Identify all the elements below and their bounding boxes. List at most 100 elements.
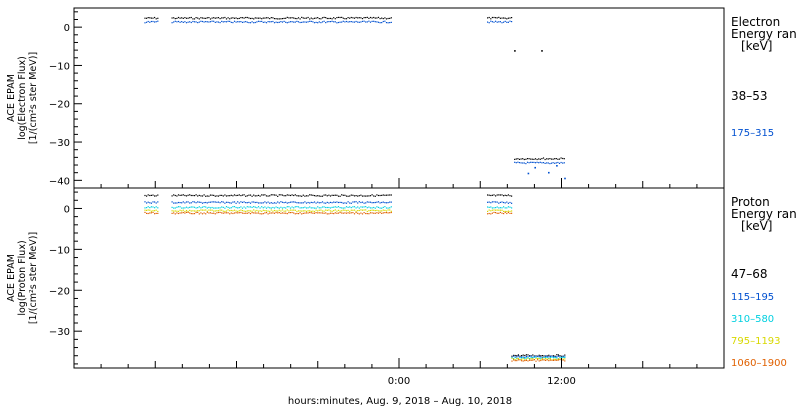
proton-data-point (217, 211, 220, 214)
proton-data-point (543, 355, 545, 357)
proton-data-point (377, 210, 380, 212)
proton-data-point (147, 201, 149, 203)
proton-data-point (146, 209, 148, 211)
proton-data-point (331, 210, 333, 212)
electron-data-point (522, 162, 524, 164)
electron-data-point (504, 20, 506, 22)
electron-data-point (190, 16, 192, 19)
proton-data-point (257, 210, 260, 212)
electron-data-point (285, 21, 287, 23)
electron-data-point (182, 21, 184, 23)
electron-data-point (221, 20, 223, 22)
proton-data-point (529, 359, 531, 361)
proton-data-point (281, 194, 284, 196)
proton-data-point (233, 194, 236, 196)
proton-data-point (187, 201, 189, 203)
proton-data-point (382, 206, 384, 208)
proton-data-point (269, 202, 271, 204)
proton-data-point (262, 213, 264, 215)
proton-data-point (495, 212, 497, 214)
proton-y-tick-label: 0 (64, 204, 70, 215)
electron-data-point (382, 20, 384, 23)
electron-data-point (536, 158, 538, 161)
proton-data-point (353, 195, 356, 197)
proton-data-point (352, 212, 354, 214)
proton-data-point (307, 195, 309, 197)
electron-data-point (368, 20, 370, 22)
electron-y-tick-label: −40 (49, 176, 70, 187)
proton-data-point (496, 212, 498, 214)
proton-data-point (312, 202, 314, 204)
proton-data-point (214, 195, 216, 197)
proton-data-point (309, 206, 311, 208)
proton-data-point (253, 212, 255, 214)
electron-data-point (562, 162, 564, 164)
electron-data-point (173, 21, 175, 23)
proton-data-point (222, 201, 224, 203)
proton-data-point (545, 359, 547, 361)
electron-data-point (542, 157, 545, 159)
proton-data-point (293, 207, 295, 209)
proton-data-point (369, 209, 372, 212)
proton-data-point (352, 209, 354, 211)
electron-data-point (214, 21, 216, 23)
proton-data-point (240, 211, 242, 214)
proton-data-point (373, 209, 375, 211)
proton-data-point (387, 212, 389, 214)
electron-data-point (259, 20, 261, 23)
proton-data-point (262, 194, 264, 196)
proton-data-point (498, 209, 500, 211)
proton-data-point (154, 207, 156, 209)
proton-data-point (321, 210, 324, 212)
proton-data-point (522, 357, 524, 359)
x-tick-label-1200: 12:00 (547, 376, 576, 387)
proton-data-point (374, 210, 376, 212)
proton-data-point (205, 201, 207, 204)
electron-data-point (256, 17, 258, 19)
proton-data-point (329, 207, 332, 209)
proton-data-point (232, 201, 234, 203)
electron-data-point (369, 21, 372, 23)
proton-data-point (221, 212, 223, 214)
proton-data-point (278, 209, 280, 211)
proton-data-point (224, 194, 226, 196)
proton-data-point (337, 195, 340, 197)
proton-data-point (307, 212, 309, 214)
proton-legend-title-line-3: [keV] (741, 219, 772, 233)
proton-data-point (257, 194, 260, 196)
proton-data-point (285, 195, 287, 197)
electron-data-point (530, 161, 532, 163)
electron-data-point (555, 158, 557, 160)
electron-data-point (150, 20, 152, 23)
electron-y-tick-label: −20 (49, 100, 70, 111)
electron-data-point (315, 17, 317, 19)
proton-data-point (521, 358, 523, 361)
proton-data-point (379, 194, 381, 197)
proton-data-point (213, 201, 215, 203)
electron-data-point (538, 158, 540, 160)
proton-data-point (149, 212, 151, 214)
electron-data-point (238, 17, 240, 19)
proton-data-point (181, 202, 183, 204)
proton-data-point (334, 206, 336, 208)
electron-data-point (297, 21, 300, 23)
proton-data-point (240, 195, 242, 197)
proton-data-point (201, 195, 204, 197)
proton-data-point (493, 194, 495, 196)
proton-data-point (543, 358, 545, 360)
electron-data-point (333, 17, 335, 19)
electron-data-point (490, 20, 492, 22)
proton-data-point (277, 201, 279, 203)
proton-data-point (313, 210, 316, 213)
proton-data-point (341, 194, 343, 196)
proton-data-point (189, 194, 191, 196)
proton-data-point (389, 212, 391, 214)
proton-data-point (347, 201, 349, 203)
proton-data-point (313, 195, 316, 197)
proton-data-point (358, 213, 360, 215)
proton-data-point (152, 194, 154, 196)
electron-data-point (379, 18, 381, 20)
proton-data-point (535, 360, 537, 362)
proton-data-point (556, 359, 558, 361)
electron-data-point (171, 17, 173, 19)
